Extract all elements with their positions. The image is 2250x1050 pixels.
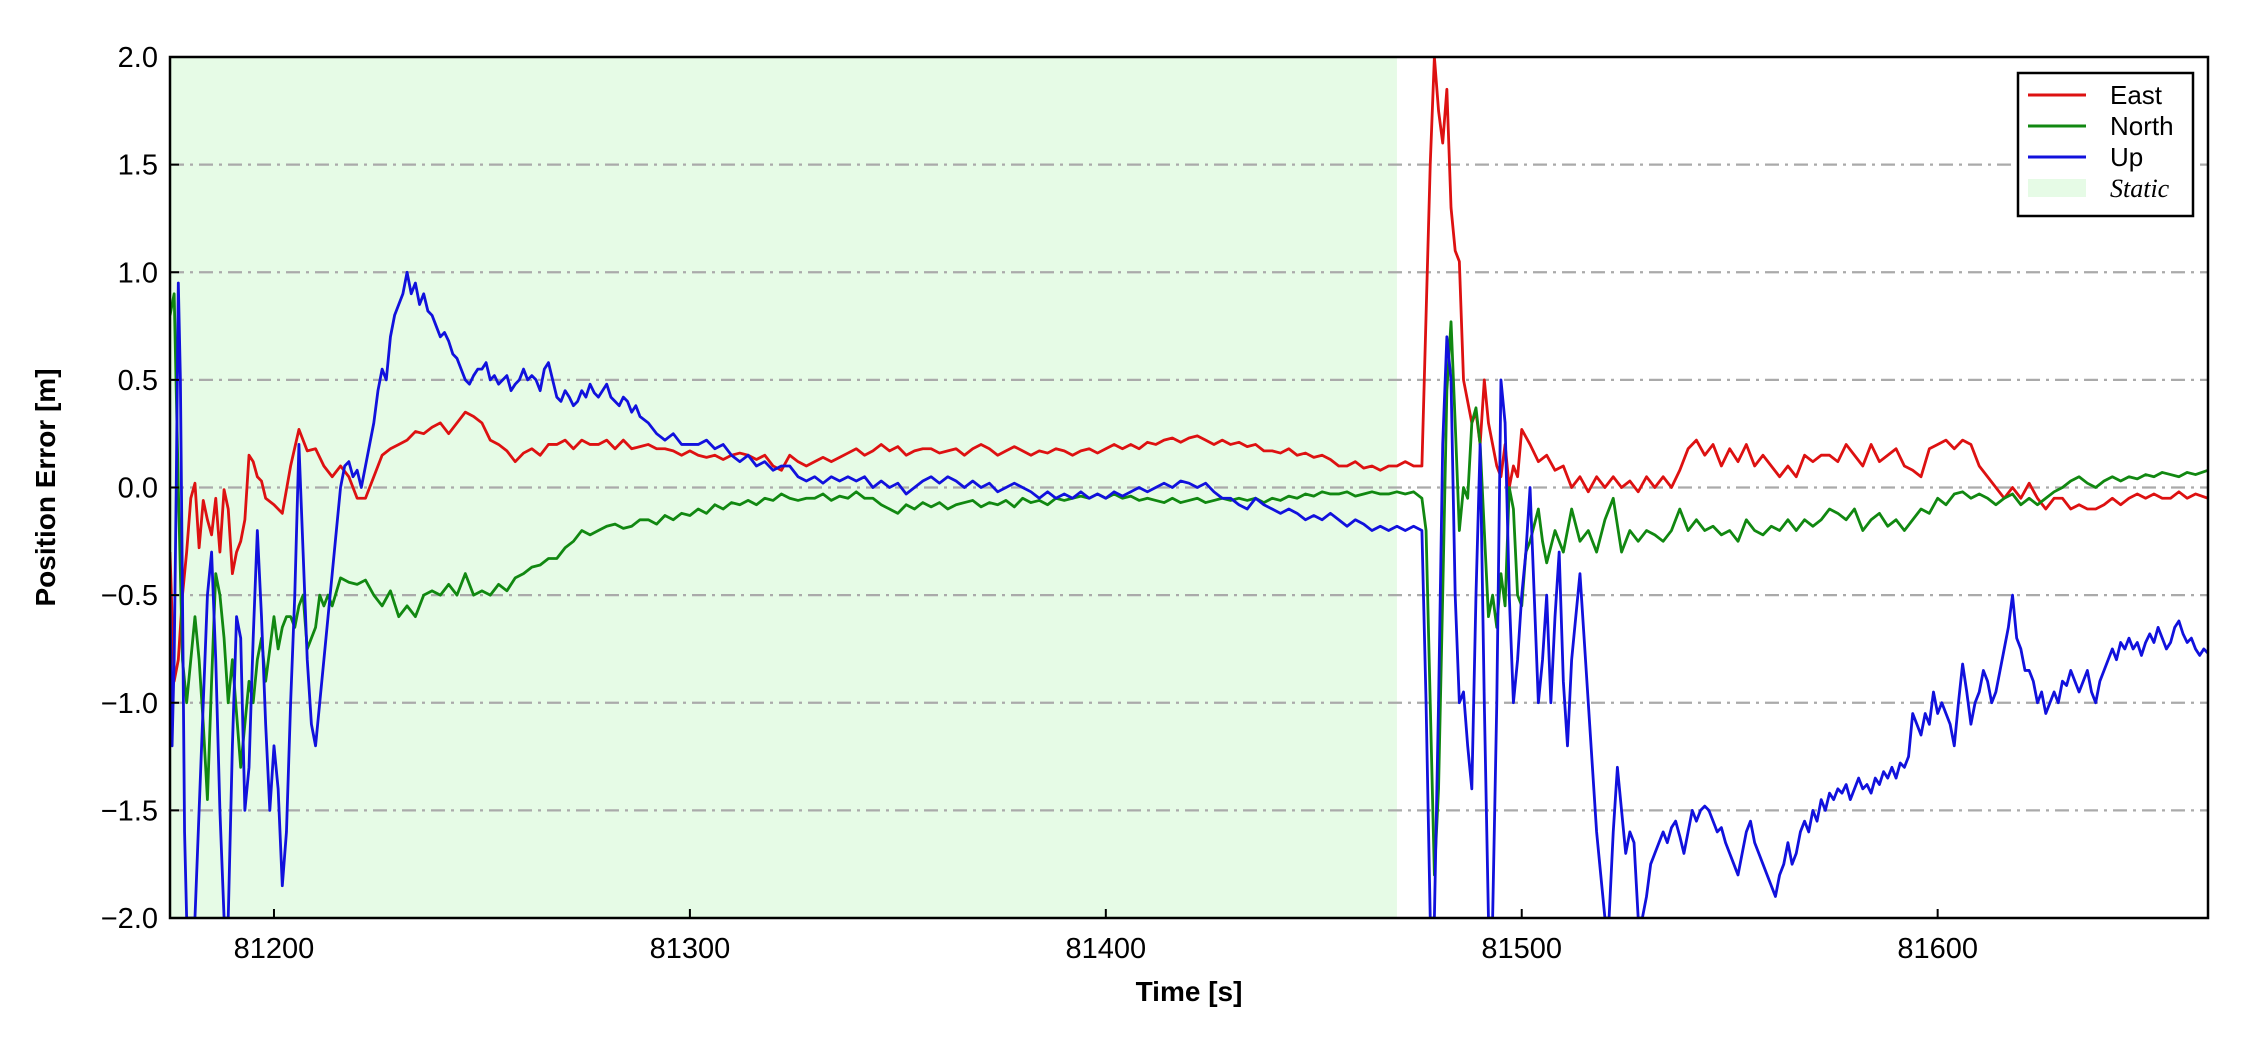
x-axis-label: Time [s] — [1136, 976, 1243, 1007]
y-axis-label: Position Error [m] — [30, 368, 61, 606]
series-line-east — [170, 57, 2208, 683]
y-tick-label: −0.5 — [101, 580, 158, 612]
y-tick-label: 2.0 — [118, 42, 158, 74]
legend-swatch-static — [2028, 179, 2086, 197]
legend-label-up: Up — [2110, 142, 2143, 172]
x-tick-label: 81200 — [234, 933, 315, 965]
series-line-north — [170, 292, 2208, 877]
y-tick-label: 1.5 — [118, 150, 158, 182]
legend-label-north: North — [2110, 111, 2174, 141]
grid-lines — [170, 163, 2208, 812]
y-tick-label: 0.0 — [118, 473, 158, 505]
legend-label-static: Static — [2110, 174, 2170, 203]
x-tick-label: 81500 — [1481, 933, 1562, 965]
y-tick-label: −1.5 — [101, 795, 158, 827]
axis-ticks: 81200 81300 81400 81500 81600 −2.0 −1.5 −1.0 −0.… — [101, 42, 1978, 965]
y-tick-label: −2.0 — [101, 903, 158, 935]
legend-label-east: East — [2110, 80, 2163, 110]
series-line-up — [170, 270, 2208, 918]
x-tick-label: 81600 — [1897, 933, 1978, 965]
series-layer — [170, 57, 2208, 918]
x-tick-label: 81300 — [650, 933, 731, 965]
y-tick-label: 0.5 — [118, 365, 158, 397]
x-tick-label: 81400 — [1065, 933, 1146, 965]
y-tick-label: 1.0 — [118, 257, 158, 289]
y-tick-label: −1.0 — [101, 688, 158, 720]
